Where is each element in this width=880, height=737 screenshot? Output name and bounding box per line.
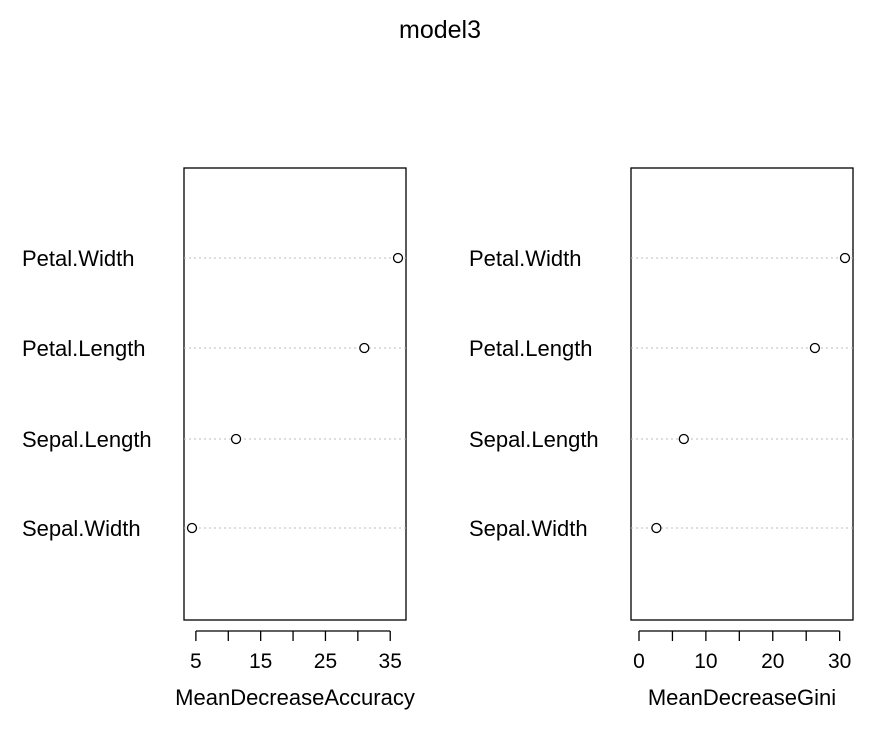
category-label: Sepal.Width bbox=[22, 516, 141, 541]
x-tick-label: 0 bbox=[633, 650, 645, 673]
data-point bbox=[392, 252, 404, 264]
data-point bbox=[839, 252, 851, 264]
category-label: Sepal.Length bbox=[22, 427, 152, 452]
chart-title: model3 bbox=[399, 16, 481, 44]
x-axis-label: MeanDecreaseAccuracy bbox=[175, 685, 415, 710]
data-point bbox=[678, 433, 689, 445]
panel-2: Petal.Width Petal.Length Sepal.Length Sepal… bbox=[469, 167, 854, 710]
x-tick-label: 10 bbox=[694, 650, 717, 673]
x-tick-label: 35 bbox=[379, 650, 402, 673]
panels: Petal.Width Petal.Length Sepal.Length Sepal… bbox=[22, 167, 854, 710]
category-label: Petal.Width bbox=[469, 246, 582, 271]
data-point bbox=[359, 342, 370, 354]
data-point bbox=[230, 433, 242, 445]
category-label: Sepal.Width bbox=[469, 516, 588, 541]
category-label: Sepal.Length bbox=[469, 427, 599, 452]
x-axis-label: MeanDecreaseGini bbox=[648, 685, 836, 710]
panel-1: Petal.Width Petal.Length Sepal.Length Sepal… bbox=[22, 167, 415, 710]
x-tick-label: 15 bbox=[249, 650, 272, 673]
x-tick-label: 20 bbox=[761, 650, 784, 673]
x-tick-label: 25 bbox=[314, 650, 337, 673]
category-label: Petal.Length bbox=[469, 336, 593, 361]
plot-frame bbox=[183, 167, 407, 621]
category-label: Petal.Width bbox=[22, 246, 135, 271]
data-point bbox=[651, 522, 662, 534]
category-label: Petal.Length bbox=[22, 336, 146, 361]
x-tick-label: 5 bbox=[190, 650, 202, 673]
plot-frame bbox=[630, 167, 854, 621]
x-tick-label: 30 bbox=[828, 650, 851, 673]
data-point bbox=[809, 342, 821, 354]
data-point bbox=[186, 522, 198, 534]
